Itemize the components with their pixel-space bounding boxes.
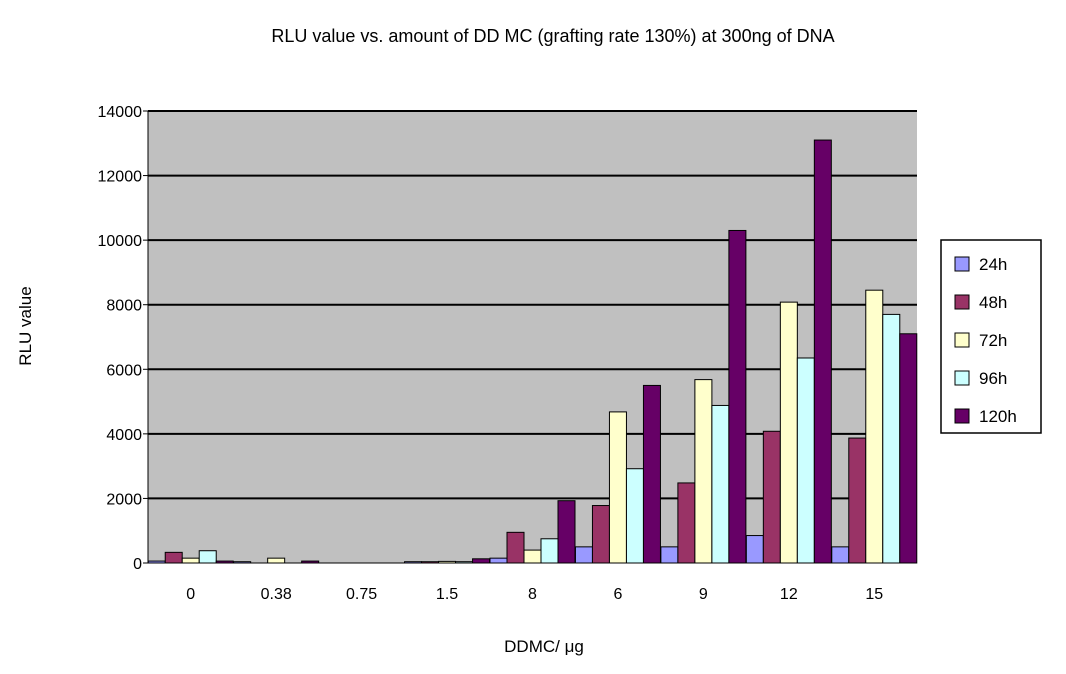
legend-label: 24h xyxy=(979,255,1007,274)
bar xyxy=(779,301,798,564)
legend-swatch xyxy=(954,256,970,272)
y-tick-label: 4000 xyxy=(106,427,142,444)
x-tick-label: 0.75 xyxy=(346,586,377,603)
bar xyxy=(591,505,610,564)
bar xyxy=(506,531,525,564)
bar xyxy=(489,557,508,564)
bar xyxy=(813,139,832,564)
bar xyxy=(745,535,764,564)
x-tick-label: 8 xyxy=(528,586,537,603)
bar xyxy=(557,500,576,564)
bar xyxy=(694,379,713,564)
bar xyxy=(899,333,918,564)
y-tick-label: 12000 xyxy=(98,169,143,186)
legend-swatch xyxy=(954,408,970,424)
y-tick-label: 2000 xyxy=(106,491,142,508)
axis-ticks: 0 2000 4000 6000 8000 10000 12000 14000 0 0.38 0.7… xyxy=(98,104,884,603)
bar xyxy=(796,357,815,564)
bar xyxy=(762,430,781,564)
x-tick-label: 15 xyxy=(865,586,883,603)
bar xyxy=(472,558,491,564)
y-axis-label: RLU value xyxy=(16,286,35,365)
bar xyxy=(164,551,183,564)
bar xyxy=(181,557,200,564)
bar xyxy=(198,550,217,564)
bar xyxy=(882,313,901,564)
x-axis-label: DDMC/ μg xyxy=(504,637,584,656)
legend-swatch xyxy=(954,332,970,348)
y-tick-label: 14000 xyxy=(98,104,143,121)
bar xyxy=(267,557,286,564)
bar xyxy=(848,437,867,564)
bar xyxy=(523,549,542,564)
x-tick-label: 0 xyxy=(186,586,195,603)
plot-area xyxy=(147,110,918,564)
legend-swatch xyxy=(954,294,970,310)
bar xyxy=(660,546,679,564)
legend: 24h 48h 72h 96h 120h xyxy=(940,239,1042,434)
x-tick-label: 1.5 xyxy=(436,586,458,603)
bar xyxy=(608,411,627,564)
x-tick-label: 9 xyxy=(699,586,708,603)
bar xyxy=(711,404,730,564)
bar xyxy=(865,289,884,564)
bar xyxy=(831,546,850,564)
bar xyxy=(677,482,696,564)
x-tick-label: 6 xyxy=(613,586,622,603)
bar xyxy=(625,468,644,564)
bar xyxy=(540,538,559,564)
y-tick-label: 0 xyxy=(133,556,142,573)
legend-label: 120h xyxy=(979,407,1017,426)
chart-title: RLU value vs. amount of DD MC (grafting … xyxy=(271,26,834,46)
legend-label: 48h xyxy=(979,293,1007,312)
legend-label: 96h xyxy=(979,369,1007,388)
x-tick-label: 12 xyxy=(780,586,798,603)
bar xyxy=(574,546,593,564)
y-tick-label: 8000 xyxy=(106,298,142,315)
x-tick-label: 0.38 xyxy=(261,586,292,603)
y-tick-label: 6000 xyxy=(106,362,142,379)
bar xyxy=(728,229,747,564)
bar xyxy=(642,384,661,564)
legend-label: 72h xyxy=(979,331,1007,350)
y-tick-label: 10000 xyxy=(98,233,143,250)
legend-swatch xyxy=(954,370,970,386)
